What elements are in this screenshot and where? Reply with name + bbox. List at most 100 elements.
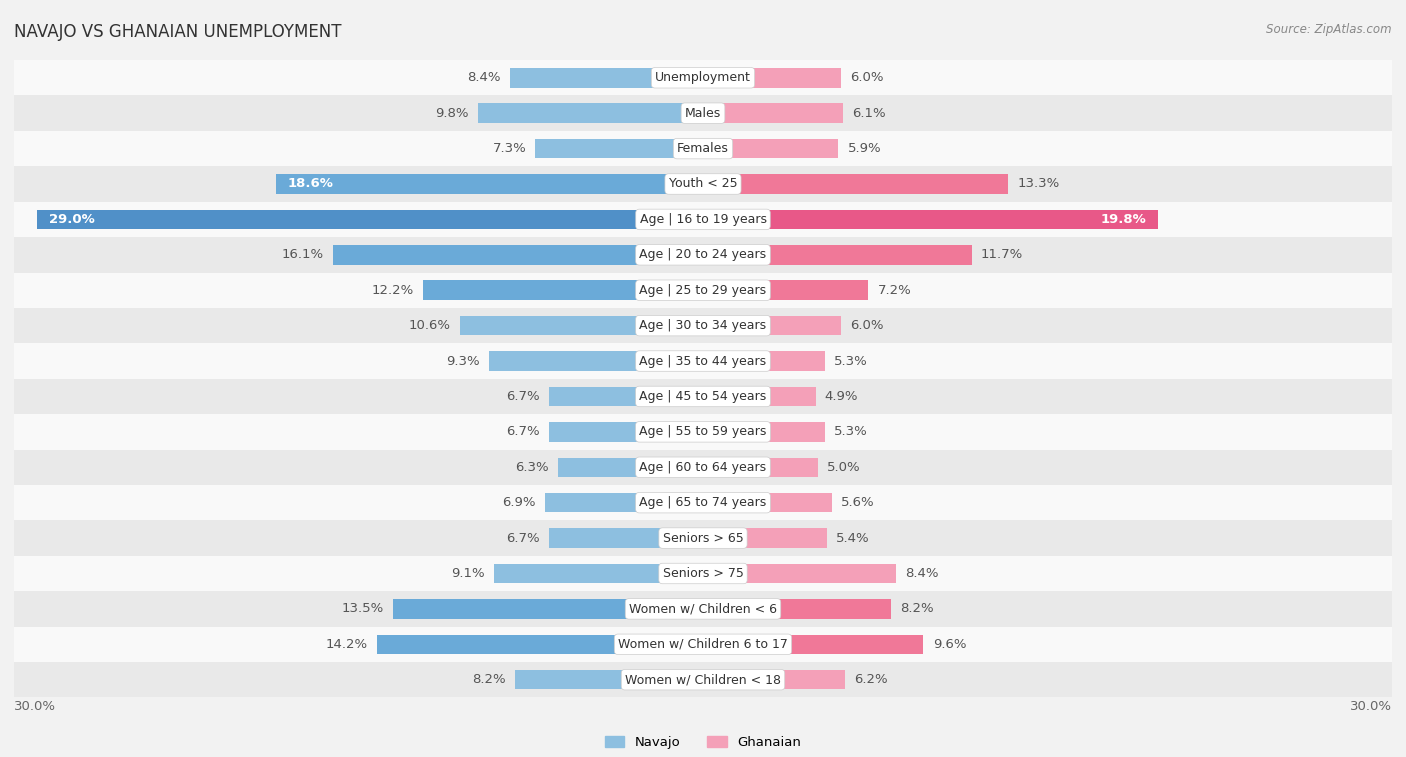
Text: 6.0%: 6.0% bbox=[851, 71, 883, 84]
Bar bbox=[14, 378, 1392, 414]
Bar bbox=[703, 564, 896, 583]
Bar bbox=[703, 68, 841, 88]
Bar bbox=[14, 520, 1392, 556]
Text: 19.8%: 19.8% bbox=[1101, 213, 1146, 226]
Text: Age | 16 to 19 years: Age | 16 to 19 years bbox=[640, 213, 766, 226]
Bar bbox=[550, 528, 703, 548]
Text: Age | 35 to 44 years: Age | 35 to 44 years bbox=[640, 354, 766, 368]
Bar bbox=[703, 210, 1157, 229]
Bar bbox=[478, 104, 703, 123]
Text: 5.3%: 5.3% bbox=[834, 354, 868, 368]
Text: Age | 30 to 34 years: Age | 30 to 34 years bbox=[640, 319, 766, 332]
Text: 7.2%: 7.2% bbox=[877, 284, 911, 297]
Bar bbox=[14, 414, 1392, 450]
Text: 5.4%: 5.4% bbox=[837, 531, 870, 544]
Bar bbox=[460, 316, 703, 335]
Text: 11.7%: 11.7% bbox=[981, 248, 1024, 261]
Text: 10.6%: 10.6% bbox=[408, 319, 450, 332]
Bar bbox=[703, 634, 924, 654]
Legend: Navajo, Ghanaian: Navajo, Ghanaian bbox=[599, 731, 807, 755]
Text: 9.6%: 9.6% bbox=[932, 638, 966, 651]
Text: 13.3%: 13.3% bbox=[1018, 177, 1060, 191]
Text: 29.0%: 29.0% bbox=[48, 213, 94, 226]
Bar bbox=[377, 634, 703, 654]
Bar bbox=[14, 662, 1392, 697]
Bar bbox=[536, 139, 703, 158]
Text: 9.1%: 9.1% bbox=[451, 567, 485, 580]
Text: 30.0%: 30.0% bbox=[14, 699, 56, 713]
Bar bbox=[423, 281, 703, 300]
Bar bbox=[703, 281, 869, 300]
Bar bbox=[703, 457, 818, 477]
Bar bbox=[392, 599, 703, 618]
Text: Unemployment: Unemployment bbox=[655, 71, 751, 84]
Bar bbox=[703, 139, 838, 158]
Text: NAVAJO VS GHANAIAN UNEMPLOYMENT: NAVAJO VS GHANAIAN UNEMPLOYMENT bbox=[14, 23, 342, 41]
Text: 13.5%: 13.5% bbox=[342, 603, 384, 615]
Text: 9.3%: 9.3% bbox=[447, 354, 481, 368]
Text: Age | 60 to 64 years: Age | 60 to 64 years bbox=[640, 461, 766, 474]
Bar bbox=[515, 670, 703, 690]
Text: Females: Females bbox=[678, 142, 728, 155]
Bar bbox=[558, 457, 703, 477]
Text: 6.7%: 6.7% bbox=[506, 531, 540, 544]
Bar bbox=[494, 564, 703, 583]
Text: Age | 25 to 29 years: Age | 25 to 29 years bbox=[640, 284, 766, 297]
Text: 4.9%: 4.9% bbox=[825, 390, 858, 403]
Bar bbox=[276, 174, 703, 194]
Bar bbox=[14, 556, 1392, 591]
Text: 6.0%: 6.0% bbox=[851, 319, 883, 332]
Bar bbox=[703, 528, 827, 548]
Text: Source: ZipAtlas.com: Source: ZipAtlas.com bbox=[1267, 23, 1392, 36]
Bar bbox=[510, 68, 703, 88]
Text: 14.2%: 14.2% bbox=[326, 638, 368, 651]
Text: 12.2%: 12.2% bbox=[371, 284, 413, 297]
Text: Youth < 25: Youth < 25 bbox=[669, 177, 737, 191]
Bar bbox=[14, 167, 1392, 201]
Bar bbox=[14, 237, 1392, 273]
Bar bbox=[703, 104, 844, 123]
Text: Age | 45 to 54 years: Age | 45 to 54 years bbox=[640, 390, 766, 403]
Bar bbox=[489, 351, 703, 371]
Bar bbox=[703, 387, 815, 407]
Bar bbox=[703, 422, 825, 441]
Text: 9.8%: 9.8% bbox=[436, 107, 468, 120]
Text: Age | 65 to 74 years: Age | 65 to 74 years bbox=[640, 496, 766, 509]
Bar bbox=[703, 174, 1008, 194]
Bar bbox=[14, 308, 1392, 344]
Text: 8.2%: 8.2% bbox=[472, 673, 506, 686]
Text: 30.0%: 30.0% bbox=[1350, 699, 1392, 713]
Text: 6.9%: 6.9% bbox=[502, 496, 536, 509]
Text: 16.1%: 16.1% bbox=[283, 248, 323, 261]
Bar bbox=[14, 60, 1392, 95]
Text: 6.7%: 6.7% bbox=[506, 390, 540, 403]
Bar bbox=[703, 245, 972, 264]
Text: 8.4%: 8.4% bbox=[905, 567, 939, 580]
Text: 8.4%: 8.4% bbox=[467, 71, 501, 84]
Bar bbox=[14, 450, 1392, 485]
Text: Males: Males bbox=[685, 107, 721, 120]
Bar bbox=[703, 351, 825, 371]
Bar bbox=[14, 344, 1392, 378]
Bar bbox=[703, 493, 831, 512]
Text: Women w/ Children 6 to 17: Women w/ Children 6 to 17 bbox=[619, 638, 787, 651]
Text: 7.3%: 7.3% bbox=[492, 142, 526, 155]
Bar bbox=[14, 201, 1392, 237]
Bar bbox=[14, 627, 1392, 662]
Text: 6.3%: 6.3% bbox=[516, 461, 550, 474]
Bar bbox=[14, 485, 1392, 520]
Text: Women w/ Children < 6: Women w/ Children < 6 bbox=[628, 603, 778, 615]
Bar bbox=[14, 591, 1392, 627]
Text: 6.1%: 6.1% bbox=[852, 107, 886, 120]
Bar bbox=[703, 670, 845, 690]
Text: 6.7%: 6.7% bbox=[506, 425, 540, 438]
Text: 18.6%: 18.6% bbox=[287, 177, 333, 191]
Text: 5.0%: 5.0% bbox=[827, 461, 860, 474]
Text: 6.2%: 6.2% bbox=[855, 673, 889, 686]
Text: 8.2%: 8.2% bbox=[900, 603, 934, 615]
Text: Women w/ Children < 18: Women w/ Children < 18 bbox=[626, 673, 780, 686]
Bar bbox=[703, 599, 891, 618]
Bar bbox=[703, 316, 841, 335]
Bar bbox=[14, 131, 1392, 167]
Bar bbox=[14, 273, 1392, 308]
